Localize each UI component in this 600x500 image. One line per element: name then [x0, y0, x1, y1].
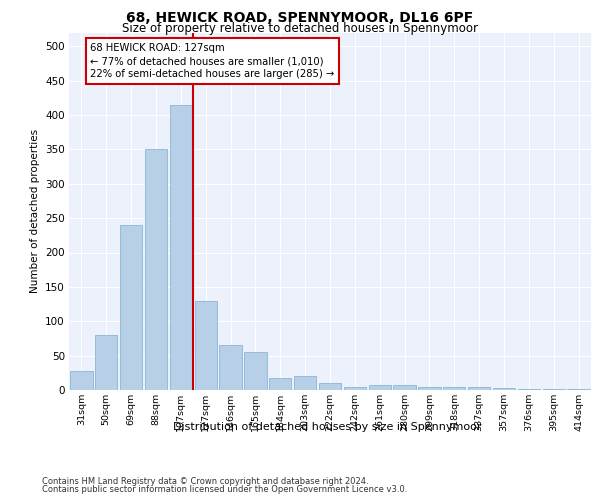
Bar: [194, 300, 217, 390]
Bar: [418, 386, 440, 390]
Y-axis label: Number of detached properties: Number of detached properties: [29, 129, 40, 294]
Bar: [344, 386, 366, 390]
Bar: [518, 388, 540, 390]
Bar: [394, 384, 416, 390]
Bar: [70, 372, 92, 390]
Bar: [145, 150, 167, 390]
Bar: [443, 386, 466, 390]
Text: Contains public sector information licensed under the Open Government Licence v3: Contains public sector information licen…: [42, 485, 407, 494]
Bar: [95, 335, 118, 390]
Text: 68, HEWICK ROAD, SPENNYMOOR, DL16 6PF: 68, HEWICK ROAD, SPENNYMOOR, DL16 6PF: [127, 11, 473, 25]
Bar: [269, 378, 292, 390]
Bar: [368, 384, 391, 390]
Bar: [319, 383, 341, 390]
Text: Contains HM Land Registry data © Crown copyright and database right 2024.: Contains HM Land Registry data © Crown c…: [42, 477, 368, 486]
Bar: [220, 346, 242, 390]
Bar: [493, 388, 515, 390]
Text: Distribution of detached houses by size in Spennymoor: Distribution of detached houses by size …: [173, 422, 481, 432]
Bar: [170, 104, 192, 390]
Text: 68 HEWICK ROAD: 127sqm
← 77% of detached houses are smaller (1,010)
22% of semi-: 68 HEWICK ROAD: 127sqm ← 77% of detached…: [90, 43, 334, 79]
Text: Size of property relative to detached houses in Spennymoor: Size of property relative to detached ho…: [122, 22, 478, 35]
Bar: [244, 352, 266, 390]
Bar: [294, 376, 316, 390]
Bar: [468, 386, 490, 390]
Bar: [120, 225, 142, 390]
